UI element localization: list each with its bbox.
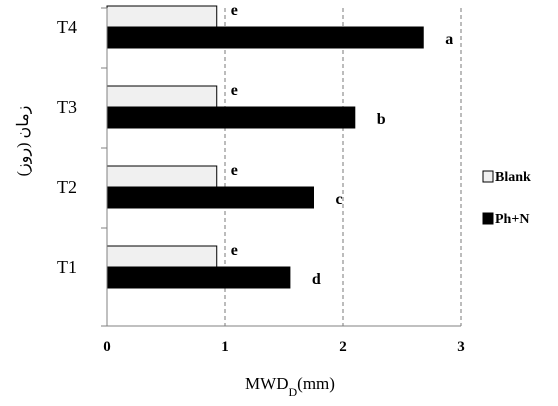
- y-tick-label: T2: [57, 177, 77, 197]
- bar-ph-n-t1: [106, 266, 291, 289]
- data-label: c: [336, 191, 343, 208]
- x-axis-label: MWDD(mm): [245, 374, 335, 399]
- legend-label-ph-n: Ph+N: [495, 212, 529, 227]
- data-label: e: [231, 162, 238, 179]
- x-tick-label: 2: [339, 339, 347, 355]
- x-axis-label-main: MWD: [245, 374, 288, 393]
- x-tick-label: 1: [221, 339, 229, 355]
- x-axis-label-subscript: D: [289, 385, 298, 399]
- y-tick-label: T1: [57, 257, 77, 277]
- legend-swatch-ph-n: [482, 212, 494, 225]
- legend: Blank Ph+N: [482, 170, 531, 227]
- bar-ph-n-t3: [106, 106, 356, 129]
- data-label: e: [231, 2, 238, 19]
- y-tick-label: T3: [57, 97, 77, 117]
- bar-blank-t1: [106, 245, 218, 268]
- data-label: a: [445, 31, 453, 48]
- axes: [101, 7, 461, 327]
- data-label: b: [377, 111, 386, 128]
- bar-blank-t2: [106, 165, 218, 188]
- x-tick-label: 0: [103, 339, 111, 355]
- bar-ph-n-t4: [106, 26, 424, 49]
- x-tick-label: 3: [457, 339, 465, 355]
- bars: [106, 5, 424, 289]
- labels: e d e c e b e a 0 1 2 3 T1 T2 T3 T4: [57, 2, 465, 355]
- data-label: d: [312, 271, 321, 288]
- data-label: e: [231, 242, 238, 259]
- y-tick-label: T4: [57, 17, 77, 37]
- data-label: e: [231, 82, 238, 99]
- legend-label-blank: Blank: [495, 170, 531, 185]
- bar-blank-t4: [106, 5, 218, 28]
- legend-swatch-blank: [482, 170, 494, 183]
- y-axis-label: زمان (روز): [15, 106, 32, 177]
- bar-ph-n-t2: [106, 186, 314, 209]
- bar-blank-t3: [106, 85, 218, 108]
- x-axis-label-unit: (mm): [297, 374, 335, 393]
